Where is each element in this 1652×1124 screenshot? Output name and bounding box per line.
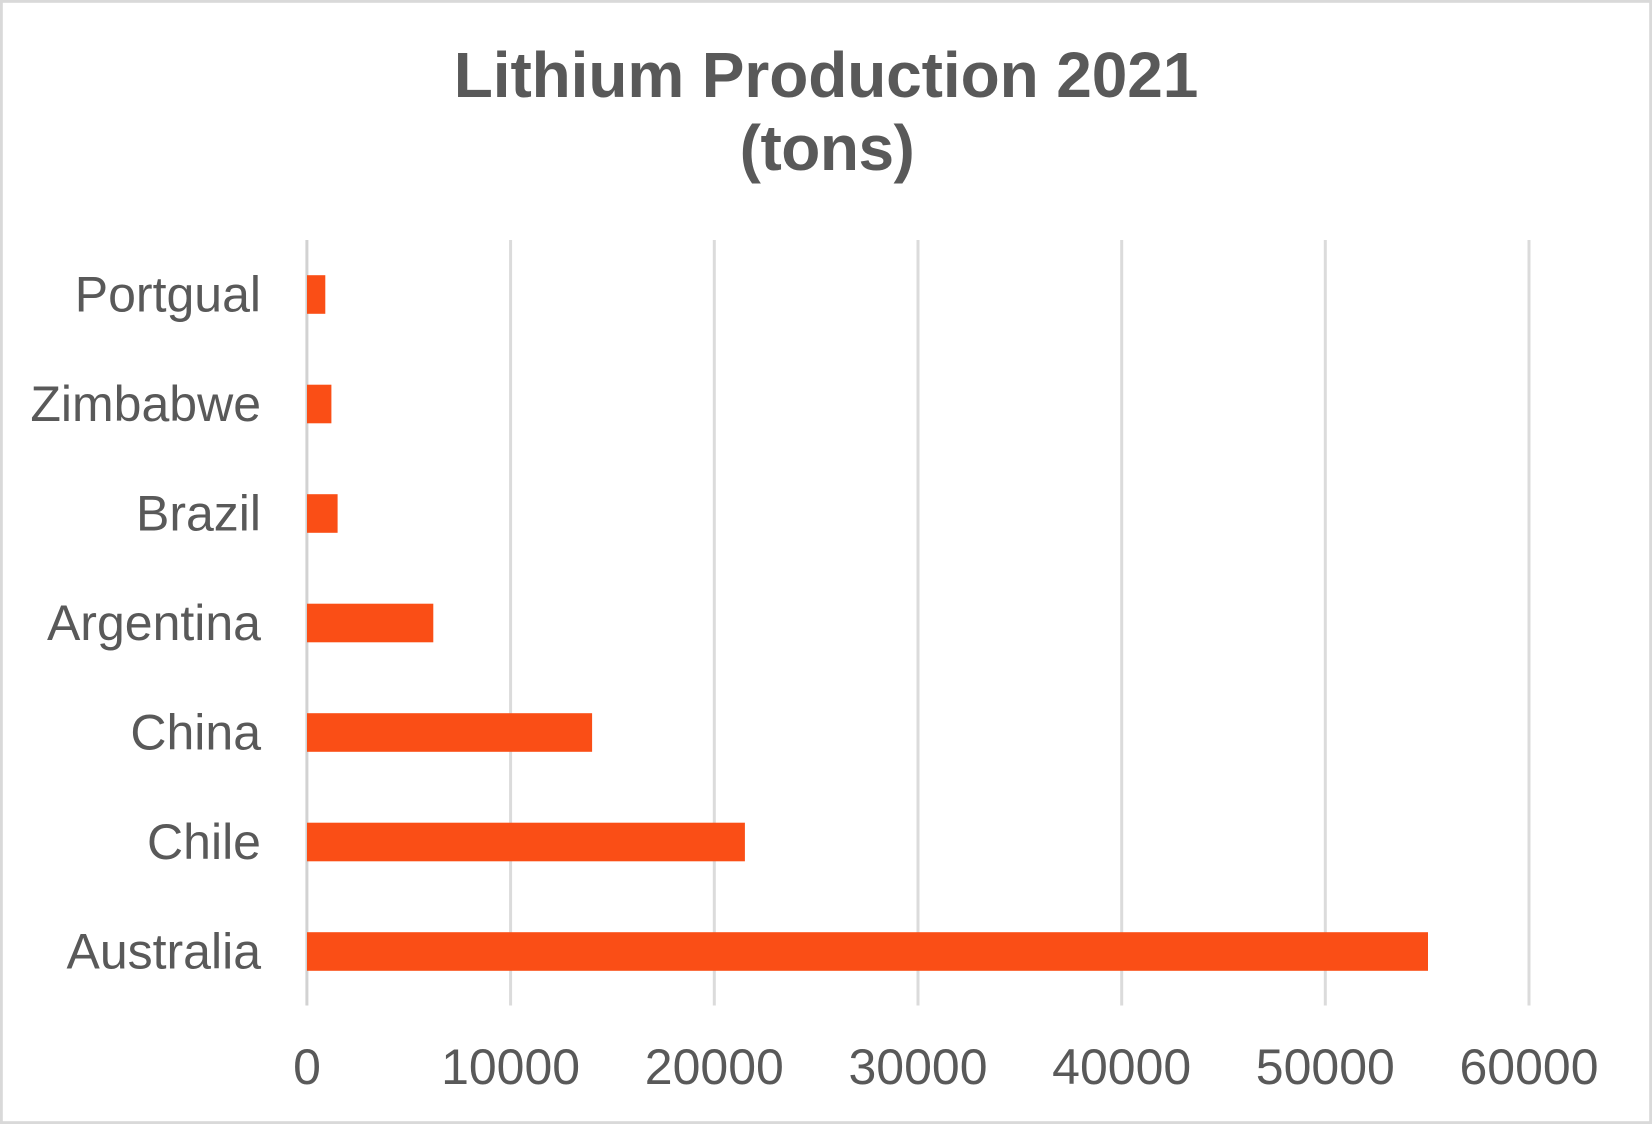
svg-text:Brazil: Brazil bbox=[136, 486, 261, 542]
svg-text:Portgual: Portgual bbox=[75, 267, 261, 323]
svg-text:Zimbabwe: Zimbabwe bbox=[30, 376, 261, 432]
svg-text:Lithium Production 2021: Lithium Production 2021 bbox=[454, 39, 1198, 111]
svg-text:10000: 10000 bbox=[441, 1039, 580, 1095]
svg-text:30000: 30000 bbox=[848, 1039, 987, 1095]
svg-text:China: China bbox=[130, 705, 261, 761]
svg-text:60000: 60000 bbox=[1459, 1039, 1598, 1095]
svg-text:(tons): (tons) bbox=[740, 112, 915, 184]
svg-text:0: 0 bbox=[293, 1039, 321, 1095]
svg-text:40000: 40000 bbox=[1052, 1039, 1191, 1095]
svg-text:Argentina: Argentina bbox=[47, 595, 261, 651]
svg-text:Australia: Australia bbox=[66, 924, 261, 980]
svg-text:50000: 50000 bbox=[1256, 1039, 1395, 1095]
svg-text:20000: 20000 bbox=[645, 1039, 784, 1095]
svg-text:Chile: Chile bbox=[147, 814, 261, 870]
